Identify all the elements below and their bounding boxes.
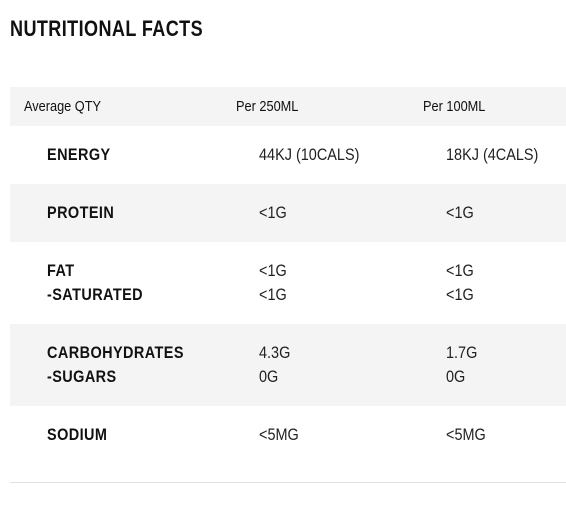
table-cell: <5MG <box>446 423 486 447</box>
table-cell: 18KJ (4CALS) <box>446 143 538 167</box>
page-title: NUTRITIONAL FACTS <box>10 16 204 41</box>
cell-line: <1G <box>259 285 287 304</box>
table-row: ENERGY 44KJ (10CALS) 18KJ (4CALS) <box>10 126 566 184</box>
cell-line: <5MG <box>446 425 486 444</box>
cell-line: PROTEIN <box>47 203 115 222</box>
table-cell: <1G <1G <box>446 259 474 307</box>
cell-line: CARBOHYDRATES <box>47 343 184 362</box>
cell-line: 4.3G <box>259 343 291 362</box>
table-cell: ENERGY <box>47 143 111 167</box>
table-cell: SODIUM <box>47 423 107 447</box>
table-cell: <1G <box>446 201 474 225</box>
cell-line: 0G <box>259 367 279 386</box>
header-row: Average QTY Per 250ML Per 100ML <box>10 87 566 126</box>
table-row: PROTEIN <1G <1G <box>10 184 566 242</box>
cell-line: ENERGY <box>47 145 111 164</box>
cell-line: <1G <box>446 261 474 280</box>
table-cell: <1G <1G <box>259 259 287 307</box>
column-header: Per 100ML <box>423 97 486 115</box>
table-cell: 4.3G 0G <box>259 341 290 389</box>
cell-line: 1.7G <box>446 343 478 362</box>
table-cell: <1G <box>259 201 287 225</box>
cell-line: -SATURATED <box>47 285 144 304</box>
cell-line: <1G <box>446 203 474 222</box>
cell-line: SODIUM <box>47 425 108 444</box>
nutrition-table: Average QTY Per 250ML Per 100ML ENERGY 44KJ … <box>10 87 566 464</box>
cell-line: 0G <box>446 367 466 386</box>
cell-line: <5MG <box>259 425 299 444</box>
table-cell: 44KJ (10CALS) <box>259 143 359 167</box>
table-cell: FAT -SATURATED <box>47 259 143 307</box>
table-row: FAT -SATURATED <1G <1G <1G <1G <box>10 242 566 324</box>
table-cell: <5MG <box>259 423 299 447</box>
table-cell: PROTEIN <box>47 201 114 225</box>
cell-line: 18KJ (4CALS) <box>446 145 539 164</box>
cell-line: <1G <box>259 203 287 222</box>
cell-line: <1G <box>446 285 474 304</box>
divider <box>10 482 566 483</box>
cell-line: -SUGARS <box>47 367 117 386</box>
cell-line: 44KJ (10CALS) <box>259 145 360 164</box>
table-row: SODIUM <5MG <5MG <box>10 406 566 464</box>
cell-line: <1G <box>259 261 287 280</box>
cell-line: FAT <box>47 261 75 280</box>
table-cell: 1.7G 0G <box>446 341 477 389</box>
table-cell: CARBOHYDRATES -SUGARS <box>47 341 184 389</box>
table-row: CARBOHYDRATES -SUGARS 4.3G 0G 1.7G 0G <box>10 324 566 406</box>
column-header: Per 250ML <box>236 97 299 115</box>
column-header: Average QTY <box>24 97 102 115</box>
